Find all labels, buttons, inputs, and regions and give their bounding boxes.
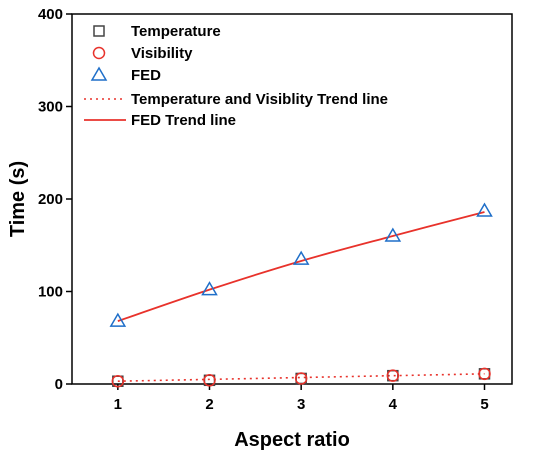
legend: Temperature Visibility FED Temperature and … bbox=[84, 23, 388, 129]
y-tick-label: 400 bbox=[38, 6, 63, 23]
x-axis-title: Aspect ratio bbox=[234, 429, 350, 451]
data-point-triangle bbox=[109, 312, 127, 327]
y-tick-label: 200 bbox=[38, 191, 63, 208]
legend-marker bbox=[90, 66, 108, 81]
data-point-triangle bbox=[201, 281, 218, 296]
x-tick-label: 1 bbox=[114, 396, 122, 413]
data-point-triangle bbox=[476, 202, 493, 217]
trend-lines bbox=[117, 211, 485, 383]
y-tick-label: 0 bbox=[55, 376, 63, 393]
y-tick-label: 100 bbox=[38, 284, 63, 301]
data-point-circle bbox=[478, 367, 491, 381]
legend-label: Temperature and Visiblity Trend line bbox=[131, 91, 388, 108]
trend-line bbox=[117, 211, 485, 322]
legend-marker bbox=[92, 46, 106, 60]
axis-ticks: 1 2 3 4 5 0 100 200 300 400 bbox=[38, 6, 489, 413]
data-point-circle bbox=[111, 374, 125, 388]
data-point-triangle bbox=[292, 250, 310, 265]
x-tick-label: 3 bbox=[297, 396, 305, 413]
data-point-circle bbox=[386, 369, 400, 382]
legend-label: Temperature bbox=[131, 23, 221, 40]
legend-marker bbox=[93, 25, 105, 37]
y-axis-title: Time (s) bbox=[7, 161, 29, 237]
x-tick-label: 4 bbox=[389, 396, 398, 413]
legend-label: Visibility bbox=[131, 45, 193, 62]
data-points bbox=[109, 202, 493, 388]
data-point-circle bbox=[203, 374, 216, 387]
x-tick-label: 5 bbox=[480, 396, 488, 413]
trend-line bbox=[117, 373, 485, 383]
legend-label: FED bbox=[131, 67, 161, 84]
legend-label: FED Trend line bbox=[131, 112, 236, 129]
data-point-circle bbox=[294, 372, 308, 385]
y-tick-label: 300 bbox=[38, 99, 63, 116]
data-point-triangle bbox=[384, 227, 402, 242]
x-tick-label: 2 bbox=[205, 396, 213, 413]
